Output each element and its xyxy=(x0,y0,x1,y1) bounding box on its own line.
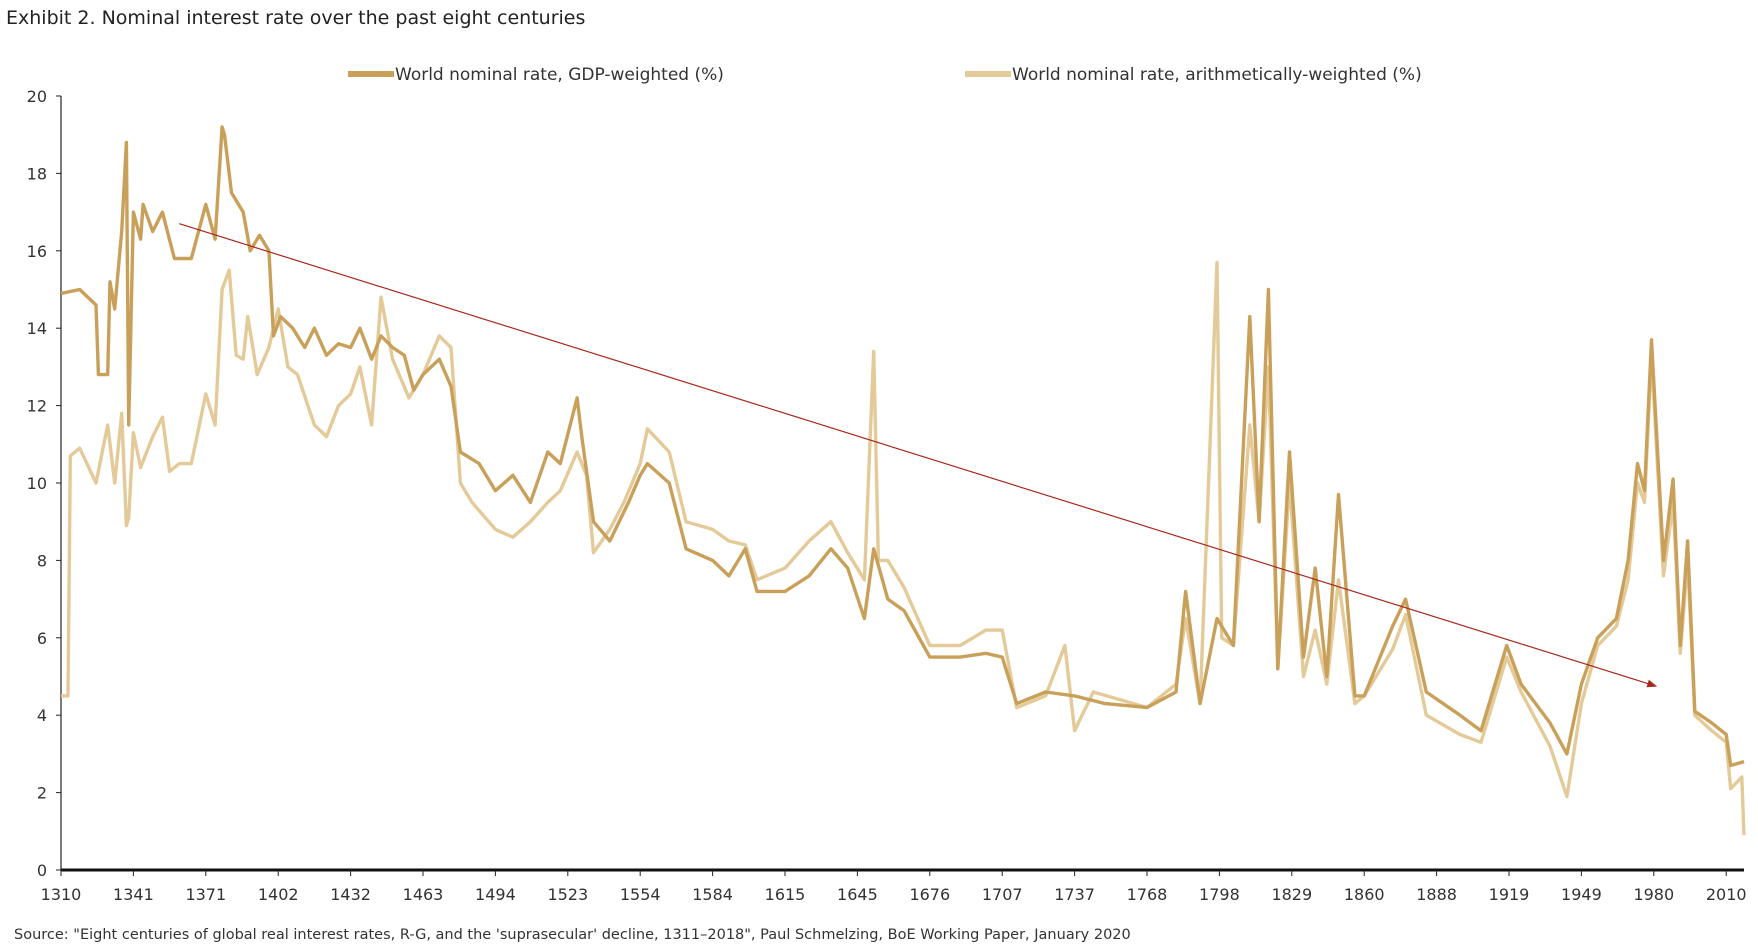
y-tick-label: 16 xyxy=(27,242,47,261)
y-tick-label: 12 xyxy=(27,397,47,416)
legend: World nominal rate, GDP-weighted (%) Wor… xyxy=(348,65,1422,85)
y-tick-label: 8 xyxy=(37,551,47,570)
y-tick-label: 18 xyxy=(27,164,47,183)
x-tick-label: 1980 xyxy=(1633,885,1674,904)
chart-title: Exhibit 2. Nominal interest rate over th… xyxy=(6,7,585,29)
x-tick-label: 1494 xyxy=(475,885,516,904)
x-tick-label: 1707 xyxy=(982,885,1023,904)
y-tick-label: 0 xyxy=(37,861,47,880)
trend-arrow xyxy=(179,223,1658,688)
x-tick-label: 1432 xyxy=(330,885,371,904)
x-tick-label: 1463 xyxy=(403,885,444,904)
x-axis: 1310 1341 1371 1402 1432 1463 1494 1523 1554 1584… xyxy=(41,868,1747,904)
x-tick-label: 1371 xyxy=(185,885,226,904)
series-line-gdp xyxy=(60,125,1745,768)
x-tick-label: 1829 xyxy=(1271,885,1312,904)
legend-label-arith: World nominal rate, arithmetically-weigh… xyxy=(1012,65,1422,85)
x-tick-label: 1737 xyxy=(1054,885,1095,904)
x-tick-label: 1768 xyxy=(1127,885,1168,904)
x-tick-label: 1615 xyxy=(765,885,806,904)
x-tick-label: 1554 xyxy=(620,885,661,904)
x-tick-label: 1310 xyxy=(41,885,82,904)
x-tick-label: 1645 xyxy=(837,885,878,904)
y-tick-label: 14 xyxy=(27,319,47,338)
y-tick-label: 10 xyxy=(27,474,47,493)
x-tick-label: 1888 xyxy=(1416,885,1457,904)
source-note: Source: "Eight centuries of global real … xyxy=(14,927,1131,943)
plot-area xyxy=(60,125,1746,836)
y-tick-label: 6 xyxy=(37,629,47,648)
y-tick-label: 4 xyxy=(37,706,47,725)
x-tick-label: 1949 xyxy=(1561,885,1602,904)
x-tick-label: 1798 xyxy=(1199,885,1240,904)
x-tick-label: 1584 xyxy=(692,885,733,904)
legend-label-gdp: World nominal rate, GDP-weighted (%) xyxy=(395,65,724,85)
x-tick-label: 1919 xyxy=(1489,885,1530,904)
x-tick-label: 1860 xyxy=(1344,885,1385,904)
y-tick-label: 20 xyxy=(27,87,47,106)
y-tick-label: 2 xyxy=(37,784,47,803)
y-axis: 0 2 4 6 8 10 12 14 16 18 20 xyxy=(27,87,62,880)
x-tick-label: 1402 xyxy=(258,885,299,904)
series-line-arithmetic xyxy=(61,260,1746,836)
x-tick-label: 1523 xyxy=(547,885,588,904)
x-tick-label: 2010 xyxy=(1706,885,1747,904)
x-tick-label: 1676 xyxy=(909,885,950,904)
x-tick-label: 1341 xyxy=(113,885,154,904)
